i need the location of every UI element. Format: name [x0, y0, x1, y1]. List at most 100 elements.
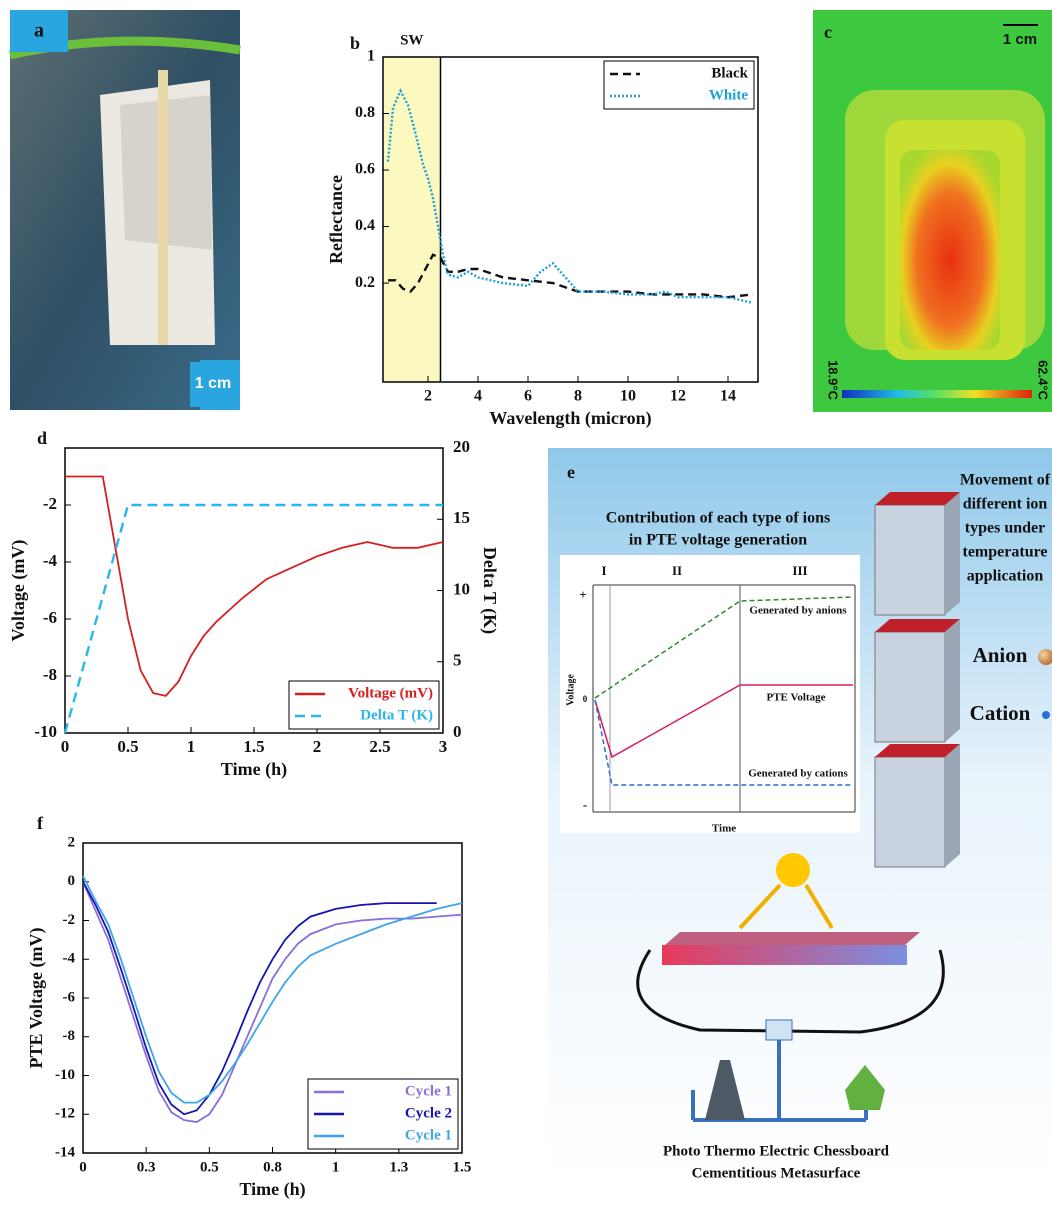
x-tick-label: 2 [313, 737, 322, 756]
x-axis-label: Wavelength (micron) [489, 408, 651, 429]
photo-band [158, 70, 168, 345]
x-tick-label: 1.5 [453, 1159, 472, 1175]
legend-label: Cycle 1 [405, 1083, 452, 1099]
side-title: application [967, 568, 1044, 585]
cube [874, 756, 946, 868]
x-tick-label: 3 [439, 737, 448, 756]
y-tick-label: -6 [43, 608, 57, 627]
legend-box [603, 60, 755, 110]
panel-e: e Contribution of each type of ions in P… [548, 448, 1052, 1181]
series-line [82, 875, 463, 1104]
side-title: Movement of [960, 472, 1051, 489]
x-tick-label: 1.3 [389, 1159, 408, 1175]
x-tick-label: 0 [79, 1159, 87, 1175]
y-tick-label: -2 [43, 494, 57, 513]
scale-label: 1 cm [195, 375, 231, 392]
legend-label: Cation [970, 701, 1031, 725]
y-tick-label: -8 [63, 1028, 76, 1044]
y2-tick-label: 10 [453, 579, 470, 598]
x-tick-label: 0 [61, 737, 70, 756]
thermal-hotspot [900, 150, 1000, 350]
road [705, 1060, 745, 1120]
y2-tick-label: 5 [453, 651, 462, 670]
side-title: different ion [963, 496, 1048, 513]
legend-label: Anion [973, 643, 1028, 667]
panel-a: a 1 cm [9, 10, 241, 410]
colorbar-min: 18.9°C [826, 360, 841, 401]
x-tick-label: 2.5 [369, 737, 390, 756]
power-line [691, 1040, 868, 1122]
ion-cubes [874, 492, 960, 868]
label-box [813, 10, 855, 52]
y-axis-label: Reflectance [326, 175, 346, 264]
series-line [82, 881, 437, 1116]
series-line [388, 253, 754, 299]
y-tick-label: -2 [63, 912, 76, 928]
inset-title: in PTE voltage generation [629, 532, 807, 549]
label-box [10, 10, 68, 52]
y-tick-label: -6 [63, 989, 76, 1005]
y-tick-label: -4 [43, 551, 58, 570]
caption: Photo Thermo Electric Chessboard [663, 1143, 890, 1159]
chessboard [662, 945, 907, 965]
panel-label: e [567, 462, 575, 482]
x-tick-label: 4 [474, 388, 482, 405]
cube-top [875, 492, 960, 505]
curve-label: Generated by anions [749, 605, 847, 617]
inset-y-label: Voltage [565, 674, 576, 706]
house [845, 1065, 885, 1110]
series-line [82, 881, 463, 1123]
converter [765, 1019, 793, 1041]
cube [874, 631, 946, 743]
panel-label: a [34, 20, 44, 42]
x-tick-label: 0.5 [117, 737, 138, 756]
x-tick-label: 0.5 [200, 1159, 219, 1175]
anion-curve [594, 596, 854, 699]
x-axis-label: Time (h) [221, 759, 287, 780]
chessboard-top [665, 932, 920, 945]
y-mark: + [579, 587, 586, 602]
y-tick-label: -8 [43, 665, 57, 684]
colorbar [842, 390, 1032, 398]
panel-label: c [824, 22, 832, 42]
x-tick-label: 1.5 [243, 737, 264, 756]
panel-label: d [37, 428, 47, 448]
shaded-region [383, 57, 441, 382]
cube-side [945, 744, 960, 867]
caption: Cementitious Metasurface [692, 1165, 861, 1181]
y2-tick-label: 20 [453, 437, 470, 456]
side-title: types under [965, 520, 1045, 537]
anion-icon [1038, 649, 1052, 665]
legend-box [288, 680, 440, 730]
inset-x-label: Time [712, 823, 736, 835]
curve-label: PTE Voltage [767, 692, 826, 704]
cube-side [945, 619, 960, 742]
panel-label: b [350, 33, 360, 53]
cube-top [875, 744, 960, 757]
x-tick-label: 1 [187, 737, 196, 756]
legend-label: White [709, 87, 749, 103]
cation-curve [594, 699, 853, 786]
y2-axis-label: Delta T (K) [479, 547, 500, 634]
legend-label: Delta T (K) [360, 707, 433, 723]
cube [874, 504, 946, 616]
y-mark: - [583, 797, 587, 812]
x-axis-label: Time (h) [239, 1179, 305, 1200]
sun [776, 853, 810, 887]
curve-label: Generated by cations [748, 768, 848, 780]
x-tick-label: 12 [670, 388, 686, 405]
y-tick-label: 0.6 [355, 161, 375, 178]
scale-box [190, 362, 240, 407]
x-tick-label: 0.8 [263, 1159, 282, 1175]
y-tick-label: 2 [68, 834, 76, 850]
legend-label: Cycle 1 [405, 1127, 452, 1143]
side-title: temperature [963, 544, 1048, 561]
y-tick-label: -14 [55, 1144, 75, 1160]
x-tick-label: 0.3 [137, 1159, 156, 1175]
y-tick-label: 0.2 [355, 274, 375, 291]
x-tick-label: 6 [524, 388, 532, 405]
y-tick-label: -12 [55, 1106, 75, 1122]
panel-c: c 1 cm 18.9°C 62.4°C [813, 10, 1052, 412]
y-axis-label: PTE Voltage (mV) [26, 928, 47, 1069]
